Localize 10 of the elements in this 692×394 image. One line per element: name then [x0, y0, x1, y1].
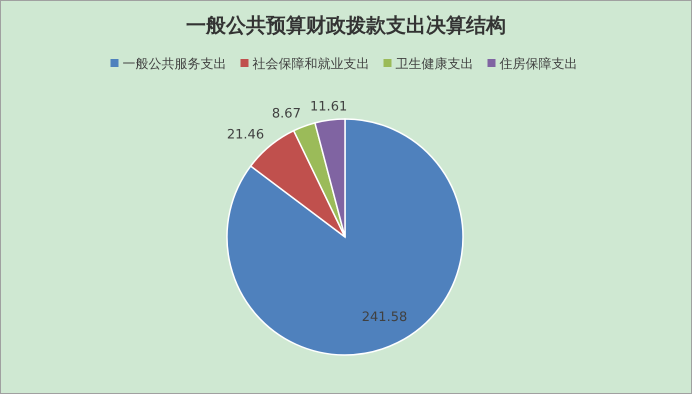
pie-slice — [226, 118, 464, 356]
legend-label: 一般公共服务支出 — [122, 57, 226, 72]
data-label: 8.67 — [272, 106, 301, 122]
legend-label: 社会保障和就业支出 — [252, 57, 370, 72]
legend-label: 住房保障支出 — [498, 56, 578, 72]
legend-label: 卫生健康支出 — [396, 57, 474, 72]
data-label: 21.46 — [226, 128, 264, 143]
chart-title: 一般公共预算财政拨款支出决算结构 — [186, 13, 506, 37]
data-label: 241.58 — [362, 310, 408, 326]
data-label: 11.61 — [310, 100, 348, 115]
